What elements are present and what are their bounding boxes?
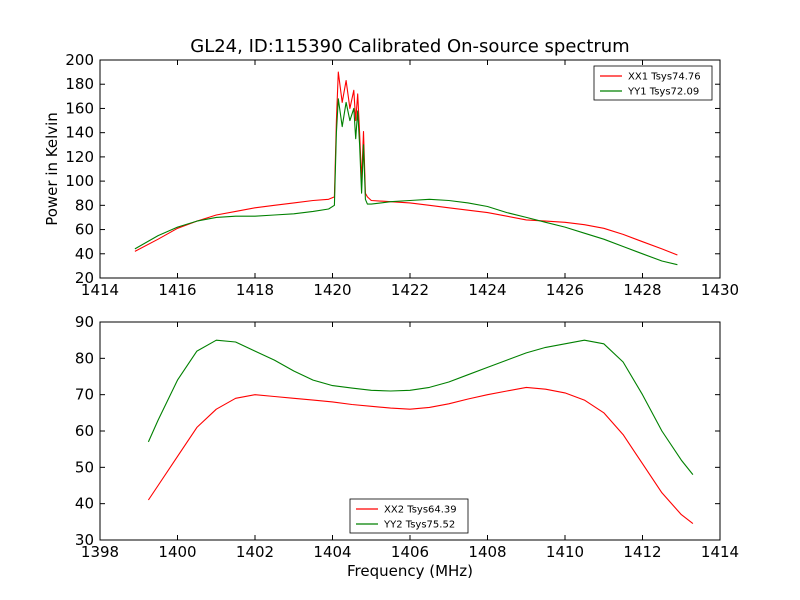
x-tick-label: 1404 <box>313 543 351 561</box>
y-tick-label: 40 <box>75 245 94 263</box>
y-tick-label: 120 <box>65 148 94 166</box>
x-tick-label: 1420 <box>313 281 351 299</box>
bottom-series-group <box>147 339 694 525</box>
x-tick-label: 1402 <box>236 543 274 561</box>
legend-entry-label: XX2 Tsys64.39 <box>384 505 457 516</box>
legend-box <box>349 498 469 534</box>
top-series-group <box>134 71 678 266</box>
x-tick-label: 1424 <box>468 281 506 299</box>
top-y-axis-label: Power in Kelvin <box>43 112 61 226</box>
top-axis-ticks: 1414 1416 1418 1420 1422 1424 1426 1428 1430 20 40… <box>65 51 739 299</box>
y-tick-label: 80 <box>75 196 94 214</box>
y-tick-label: 30 <box>75 531 94 549</box>
bottom-x-axis-label: Frequency (MHz) <box>347 562 473 580</box>
series-line-xx2 <box>147 386 694 525</box>
x-tick-label: 1414 <box>701 543 739 561</box>
bottom-axis-ticks: 1398 1400 1402 1404 1406 1408 1410 1412 1414 30 40… <box>75 313 739 561</box>
y-tick-label: 160 <box>65 99 94 117</box>
legend-box <box>593 65 713 101</box>
top-legend: XX1 Tsys74.76 YY1 Tsys72.09 <box>593 65 713 101</box>
x-tick-label: 1408 <box>468 543 506 561</box>
y-tick-label: 60 <box>75 221 94 239</box>
legend-entry-label: YY2 Tsys75.52 <box>383 520 455 531</box>
x-tick-label: 1426 <box>546 281 584 299</box>
y-tick-label: 70 <box>75 386 94 404</box>
y-tick-label: 140 <box>65 124 94 142</box>
y-tick-label: 200 <box>65 51 94 69</box>
x-tick-label: 1398 <box>81 543 119 561</box>
top-spectrum-panel: 1414 1416 1418 1420 1422 1424 1426 1428 1430 20 40… <box>43 51 739 299</box>
y-tick-label: 80 <box>75 349 94 367</box>
x-tick-label: 1414 <box>81 281 119 299</box>
x-tick-label: 1418 <box>236 281 274 299</box>
bottom-spectrum-panel: 1398 1400 1402 1404 1406 1408 1410 1412 1414 30 40… <box>75 313 739 580</box>
bottom-legend: XX2 Tsys64.39 YY2 Tsys75.52 <box>349 498 469 534</box>
series-line-yy1 <box>134 98 678 266</box>
x-tick-label: 1406 <box>391 543 429 561</box>
figure-title: GL24, ID:115390 Calibrated On-source spe… <box>190 36 629 57</box>
legend-entry-label: XX1 Tsys74.76 <box>628 72 701 83</box>
x-tick-label: 1412 <box>623 543 661 561</box>
y-tick-label: 90 <box>75 313 94 331</box>
x-tick-label: 1410 <box>546 543 584 561</box>
y-tick-label: 40 <box>75 495 94 513</box>
y-tick-label: 60 <box>75 422 94 440</box>
x-tick-label: 1428 <box>623 281 661 299</box>
x-tick-label: 1400 <box>158 543 196 561</box>
y-tick-label: 50 <box>75 458 94 476</box>
y-tick-label: 100 <box>65 172 94 190</box>
series-line-yy2 <box>147 339 694 475</box>
x-tick-label: 1430 <box>701 281 739 299</box>
y-tick-label: 180 <box>65 75 94 93</box>
y-tick-label: 20 <box>75 269 94 287</box>
legend-entry-label: YY1 Tsys72.09 <box>627 87 699 98</box>
x-tick-label: 1416 <box>158 281 196 299</box>
x-tick-label: 1422 <box>391 281 429 299</box>
